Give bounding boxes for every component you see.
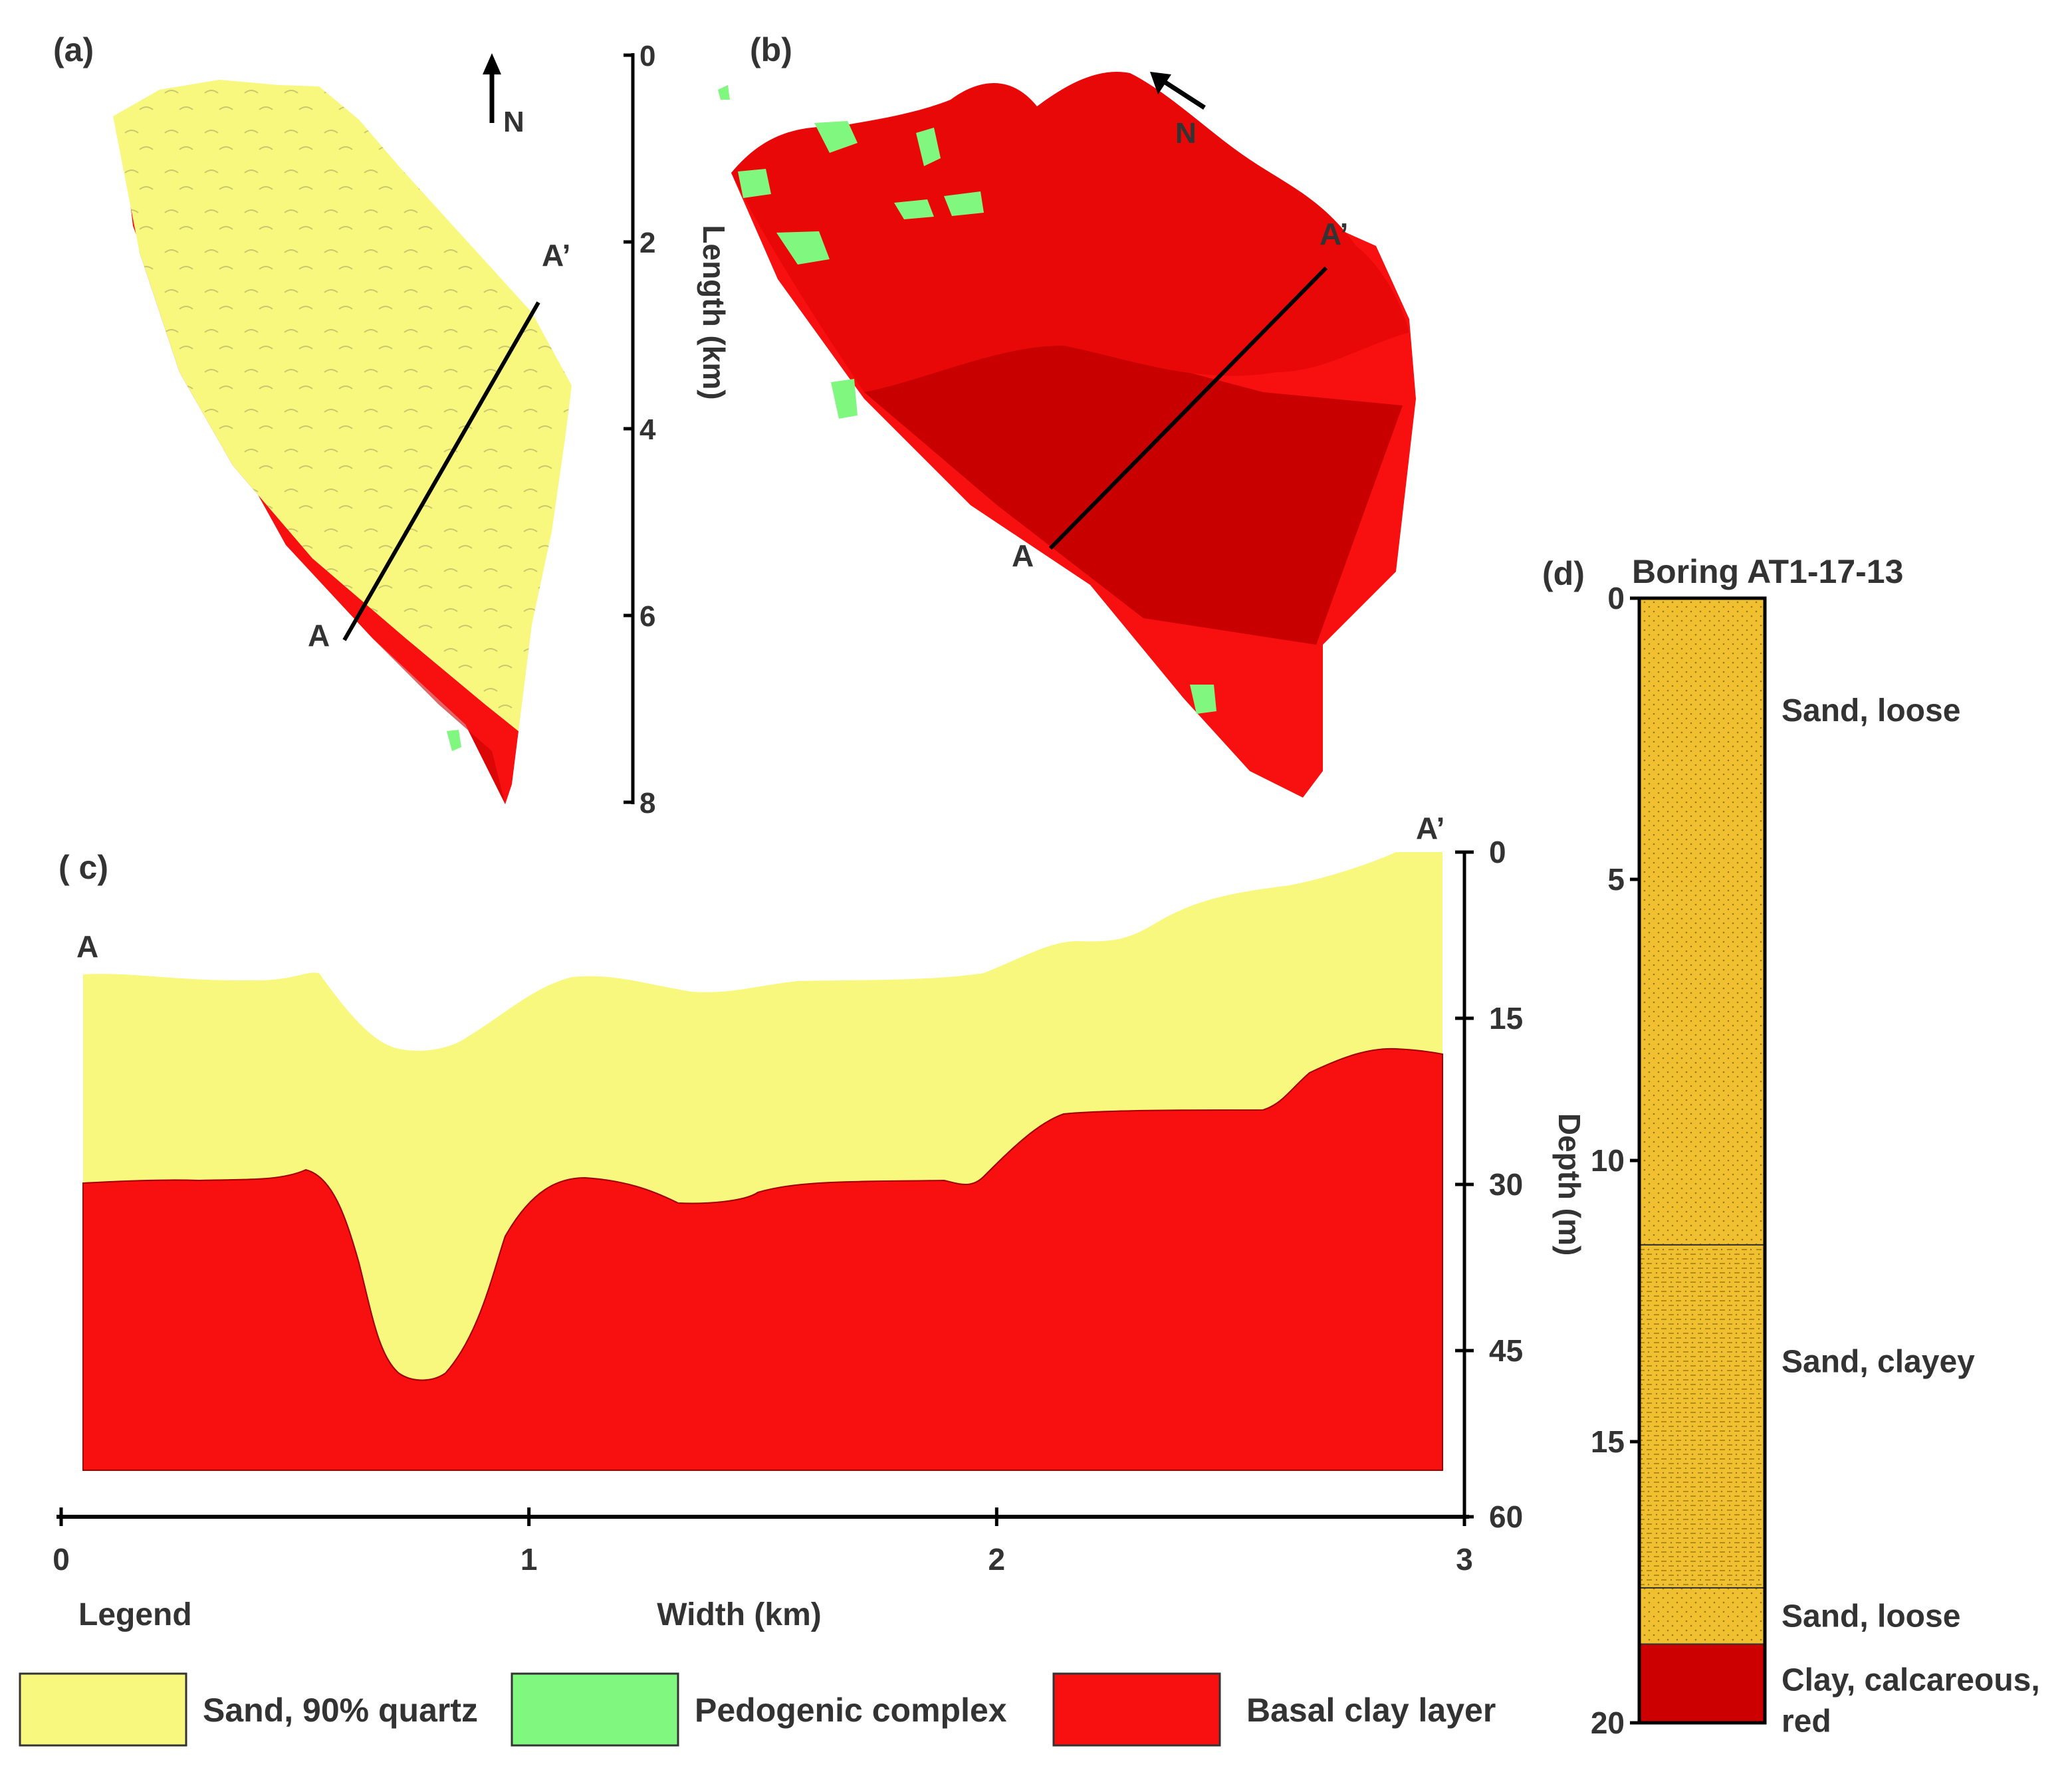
boring-layer-label: Sand, loose — [1782, 693, 1960, 728]
panel-b-pedogenic-patches — [718, 85, 1216, 714]
panel-a-north-label: N — [503, 106, 524, 138]
panel-c-section-end: A’ — [1416, 811, 1444, 845]
panel-a: (a) A A’ N 0 2 4 6 8 Length (km) — [53, 31, 731, 820]
panel-c-label: ( c) — [58, 849, 108, 886]
boring-layer — [1639, 1587, 1766, 1645]
legend-label: Pedogenic complex — [695, 1692, 1007, 1729]
width-axis-tick-label: 1 — [520, 1542, 538, 1577]
legend-title: Legend — [78, 1597, 192, 1632]
length-axis-tick-label: 6 — [639, 600, 655, 633]
boring-column — [1637, 596, 1767, 1725]
width-axis-tick-label: 2 — [988, 1542, 1006, 1577]
depth-axis-tick-label: 15 — [1489, 1001, 1523, 1036]
legend-label: Basal clay layer — [1246, 1692, 1496, 1729]
legend-swatch — [1052, 1672, 1221, 1747]
panel-a-section-end: A’ — [542, 238, 570, 273]
boring-layer-label-line2: red — [1782, 1704, 1831, 1739]
depth-axis-tick-label: 60 — [1489, 1499, 1523, 1534]
legend-swatch — [511, 1672, 679, 1747]
panel-b-section-end: A’ — [1320, 217, 1348, 251]
panel-b-section-start: A — [1012, 538, 1034, 573]
panel-b: (b) A A’ N — [718, 31, 1416, 798]
boring-layer — [1639, 598, 1766, 1246]
north-arrow-icon — [1150, 72, 1206, 110]
depth-axis-tick-label: 0 — [1489, 835, 1506, 869]
boring-layer-label: Clay, calcareous, — [1782, 1663, 2040, 1698]
length-axis-tick-label: 2 — [639, 227, 655, 259]
depth-axis-tick-label: 30 — [1489, 1167, 1523, 1202]
length-axis-label: Length (km) — [697, 225, 731, 399]
depth-axis-label: Depth (m) — [1552, 1113, 1587, 1256]
panel-d: (d) Boring AT1-17-13 0 5 10 15 20 Sand, loos… — [1542, 553, 2040, 1740]
panel-a-clay-edge — [120, 113, 518, 804]
panel-b-clay-top — [864, 332, 1403, 645]
length-axis: 0 2 4 6 8 — [624, 40, 656, 820]
length-axis-tick-label: 4 — [639, 413, 656, 446]
width-axis-label: Width (km) — [657, 1597, 822, 1632]
legend-swatch — [19, 1672, 187, 1747]
depth-axis: 0 15 30 45 60 — [1455, 835, 1523, 1534]
panel-c: ( c) A A’ 0 1 2 3 Width (km) 0 15 30 45 60 Dept… — [53, 811, 1587, 1632]
panel-a-section-start: A — [308, 618, 330, 653]
panel-b-section-line — [1048, 266, 1328, 550]
boring-layer-label: Sand, clayey — [1782, 1344, 1975, 1379]
width-axis-tick-label: 3 — [1456, 1542, 1473, 1577]
panel-a-pedogenic-spot — [447, 730, 461, 751]
panel-d-label: (d) — [1542, 555, 1585, 592]
boring-layer — [1639, 1244, 1766, 1589]
legend: Sand, 90% quartz Pedogenic complex Basal c… — [19, 1672, 1496, 1747]
boring-layer-labels: Sand, loose Sand, clayey Sand, loose Clay, … — [1782, 693, 2040, 1739]
width-axis-tick-label: 0 — [53, 1542, 70, 1577]
panel-a-section-line — [342, 301, 540, 641]
boring-depth-tick-label: 0 — [1607, 581, 1625, 615]
boring-depth-tick-label: 10 — [1591, 1143, 1625, 1178]
boring-depth-tick-label: 5 — [1607, 862, 1625, 897]
north-arrow-icon — [483, 53, 501, 123]
depth-axis-tick-label: 45 — [1489, 1333, 1523, 1368]
panel-a-label: (a) — [53, 31, 94, 68]
width-axis: 0 1 2 3 — [53, 1507, 1473, 1577]
panel-b-north-label: N — [1175, 117, 1197, 150]
panel-c-section-start: A — [76, 929, 98, 964]
panel-b-label: (b) — [750, 31, 792, 68]
legend-label: Sand, 90% quartz — [203, 1692, 478, 1729]
boring-depth-tick-label: 20 — [1591, 1706, 1625, 1740]
cross-section-clay — [82, 1048, 1443, 1471]
boring-layer — [1639, 1643, 1766, 1724]
panel-a-sand-surface — [113, 80, 572, 731]
boring-layer-label: Sand, loose — [1782, 1599, 1960, 1634]
length-axis-tick-label: 8 — [639, 787, 655, 820]
panel-b-clay-hummocks — [731, 72, 1409, 392]
boring-depth-tick-label: 15 — [1591, 1424, 1625, 1459]
boring-title: Boring AT1-17-13 — [1632, 553, 1903, 590]
length-axis-tick-label: 0 — [639, 40, 655, 72]
boring-depth-axis: 0 5 10 15 20 — [1591, 581, 1641, 1740]
